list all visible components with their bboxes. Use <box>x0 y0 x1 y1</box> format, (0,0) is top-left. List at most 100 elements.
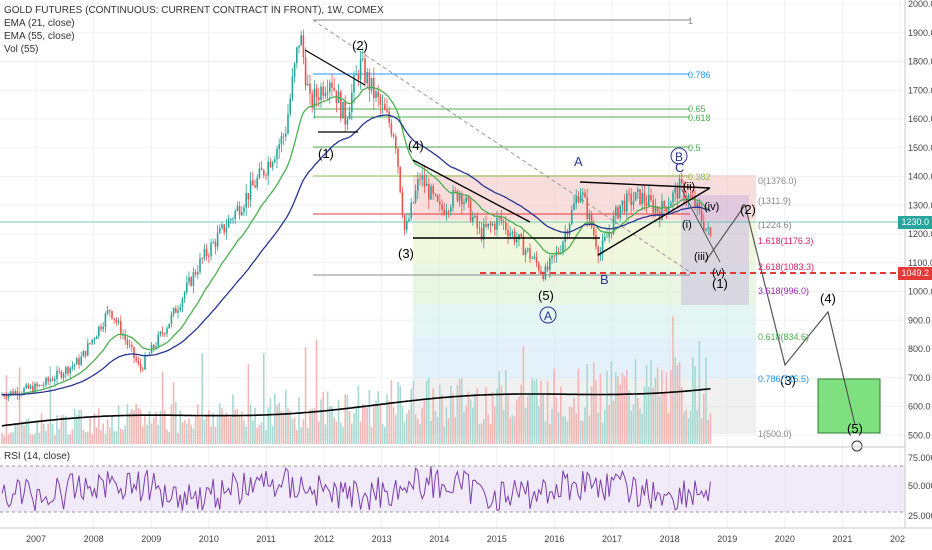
candle-body <box>661 201 663 220</box>
candle-body <box>566 232 569 235</box>
candle-body <box>366 72 368 84</box>
candle-body <box>703 221 705 231</box>
volume-bar <box>494 406 496 444</box>
volume-bar <box>144 415 146 444</box>
candle-body <box>472 217 474 222</box>
candle-body <box>16 391 19 396</box>
volume-bar <box>549 424 551 444</box>
volume-bar <box>392 407 395 444</box>
candle-body <box>645 202 648 206</box>
volume-bar <box>274 393 276 444</box>
volume-bar <box>91 434 93 444</box>
candle-body <box>395 136 397 149</box>
volume-bar <box>373 405 375 444</box>
volume-bar <box>571 407 573 444</box>
volume-bar <box>463 411 465 444</box>
volume-bar <box>168 432 170 444</box>
volume-bar <box>637 397 639 444</box>
candle-body <box>476 215 478 228</box>
candle-body <box>93 338 96 340</box>
candle-body <box>203 248 206 259</box>
candle-body <box>76 358 78 365</box>
ema55-legend[interactable]: EMA (55, close) <box>4 31 75 42</box>
candle-body <box>377 91 379 98</box>
candle-body <box>212 241 214 243</box>
volume-bar <box>157 424 159 444</box>
fib-ext-label: 1.618(1176.3) <box>758 236 813 246</box>
trendline-5 <box>579 181 711 189</box>
volume-bar <box>210 426 212 444</box>
volume-bar <box>109 427 111 444</box>
volume-bar <box>128 412 131 444</box>
candle-body <box>65 367 67 375</box>
candle-body <box>38 385 41 386</box>
candle-body <box>529 248 531 259</box>
rsi-axis[interactable]: 75.0000 50.0000 25.0000 <box>908 453 932 521</box>
candle-body <box>133 347 135 358</box>
volume-bar <box>421 408 423 444</box>
volume-bar <box>577 368 580 444</box>
volume-bar <box>166 429 168 444</box>
candle-body <box>10 391 12 394</box>
fib-ext-label: 0.382 <box>688 172 711 182</box>
circled-labels: A B <box>539 147 863 452</box>
candle-body <box>245 193 247 208</box>
volume-bar <box>408 409 410 444</box>
candle-body <box>300 35 302 46</box>
candle-body <box>439 201 441 205</box>
candle-body <box>287 114 289 134</box>
volume-bar <box>535 378 538 444</box>
candle-body <box>654 206 657 213</box>
candle-body <box>575 197 577 204</box>
candle-body <box>199 258 201 273</box>
candle-body <box>109 310 111 311</box>
volume-bar <box>368 390 371 444</box>
fib-zone-teal <box>413 305 756 337</box>
symbol-title[interactable]: GOLD FUTURES (CONTINUOUS: CURRENT CONTRA… <box>4 5 384 16</box>
candle-body <box>641 193 643 205</box>
volume-bar <box>208 410 210 444</box>
ema21-legend[interactable]: EMA (21, close) <box>4 18 75 29</box>
candle-body <box>142 368 144 370</box>
volume-bar <box>32 434 34 444</box>
rsi-legend[interactable]: RSI (14, close) <box>4 451 71 462</box>
fib-ext-label: 0(1376.0) <box>758 176 797 186</box>
volume-bar <box>441 394 443 444</box>
volume-bar <box>685 409 687 444</box>
volume-bar <box>82 429 85 444</box>
wave-label: A <box>574 154 583 169</box>
volume-bar <box>40 413 43 444</box>
volume-bar <box>623 376 626 444</box>
volume-bar <box>170 404 173 444</box>
wave-label: (5) <box>538 288 554 303</box>
rsi-tick-label: 75.0000 <box>908 453 932 463</box>
time-axis[interactable]: 2007 2008 2009 2010 2011 2012 2013 2014 2015 2016… <box>26 534 905 544</box>
volume-bar <box>225 412 228 444</box>
volume-bar <box>298 397 300 444</box>
candle-body <box>232 218 234 220</box>
volume-bar <box>106 419 109 444</box>
candle-body <box>280 135 283 145</box>
candle-body <box>670 202 672 206</box>
volume-bar <box>366 407 368 444</box>
candle-body <box>104 313 107 327</box>
price-tick-label: 2000.0 <box>908 0 932 9</box>
volume-bar <box>507 393 509 444</box>
candle-body <box>357 74 360 80</box>
candle-body <box>36 383 38 386</box>
volume-bar <box>700 418 703 444</box>
candle-body <box>128 344 131 346</box>
candle-body <box>436 195 439 202</box>
volume-bar <box>245 426 247 444</box>
candle-body <box>3 394 5 397</box>
volume-bar <box>505 370 507 444</box>
vol-legend[interactable]: Vol (55) <box>4 44 39 55</box>
candle-body <box>384 104 386 110</box>
price-axis[interactable]: 2000.0 1900.0 1800.0 1700.0 1600.0 1500.0 1400… <box>908 0 932 440</box>
volume-bar <box>643 386 646 444</box>
candle-body <box>542 272 544 280</box>
volume-bar <box>612 400 615 444</box>
candle-body <box>62 374 65 378</box>
candle-body <box>172 308 175 315</box>
